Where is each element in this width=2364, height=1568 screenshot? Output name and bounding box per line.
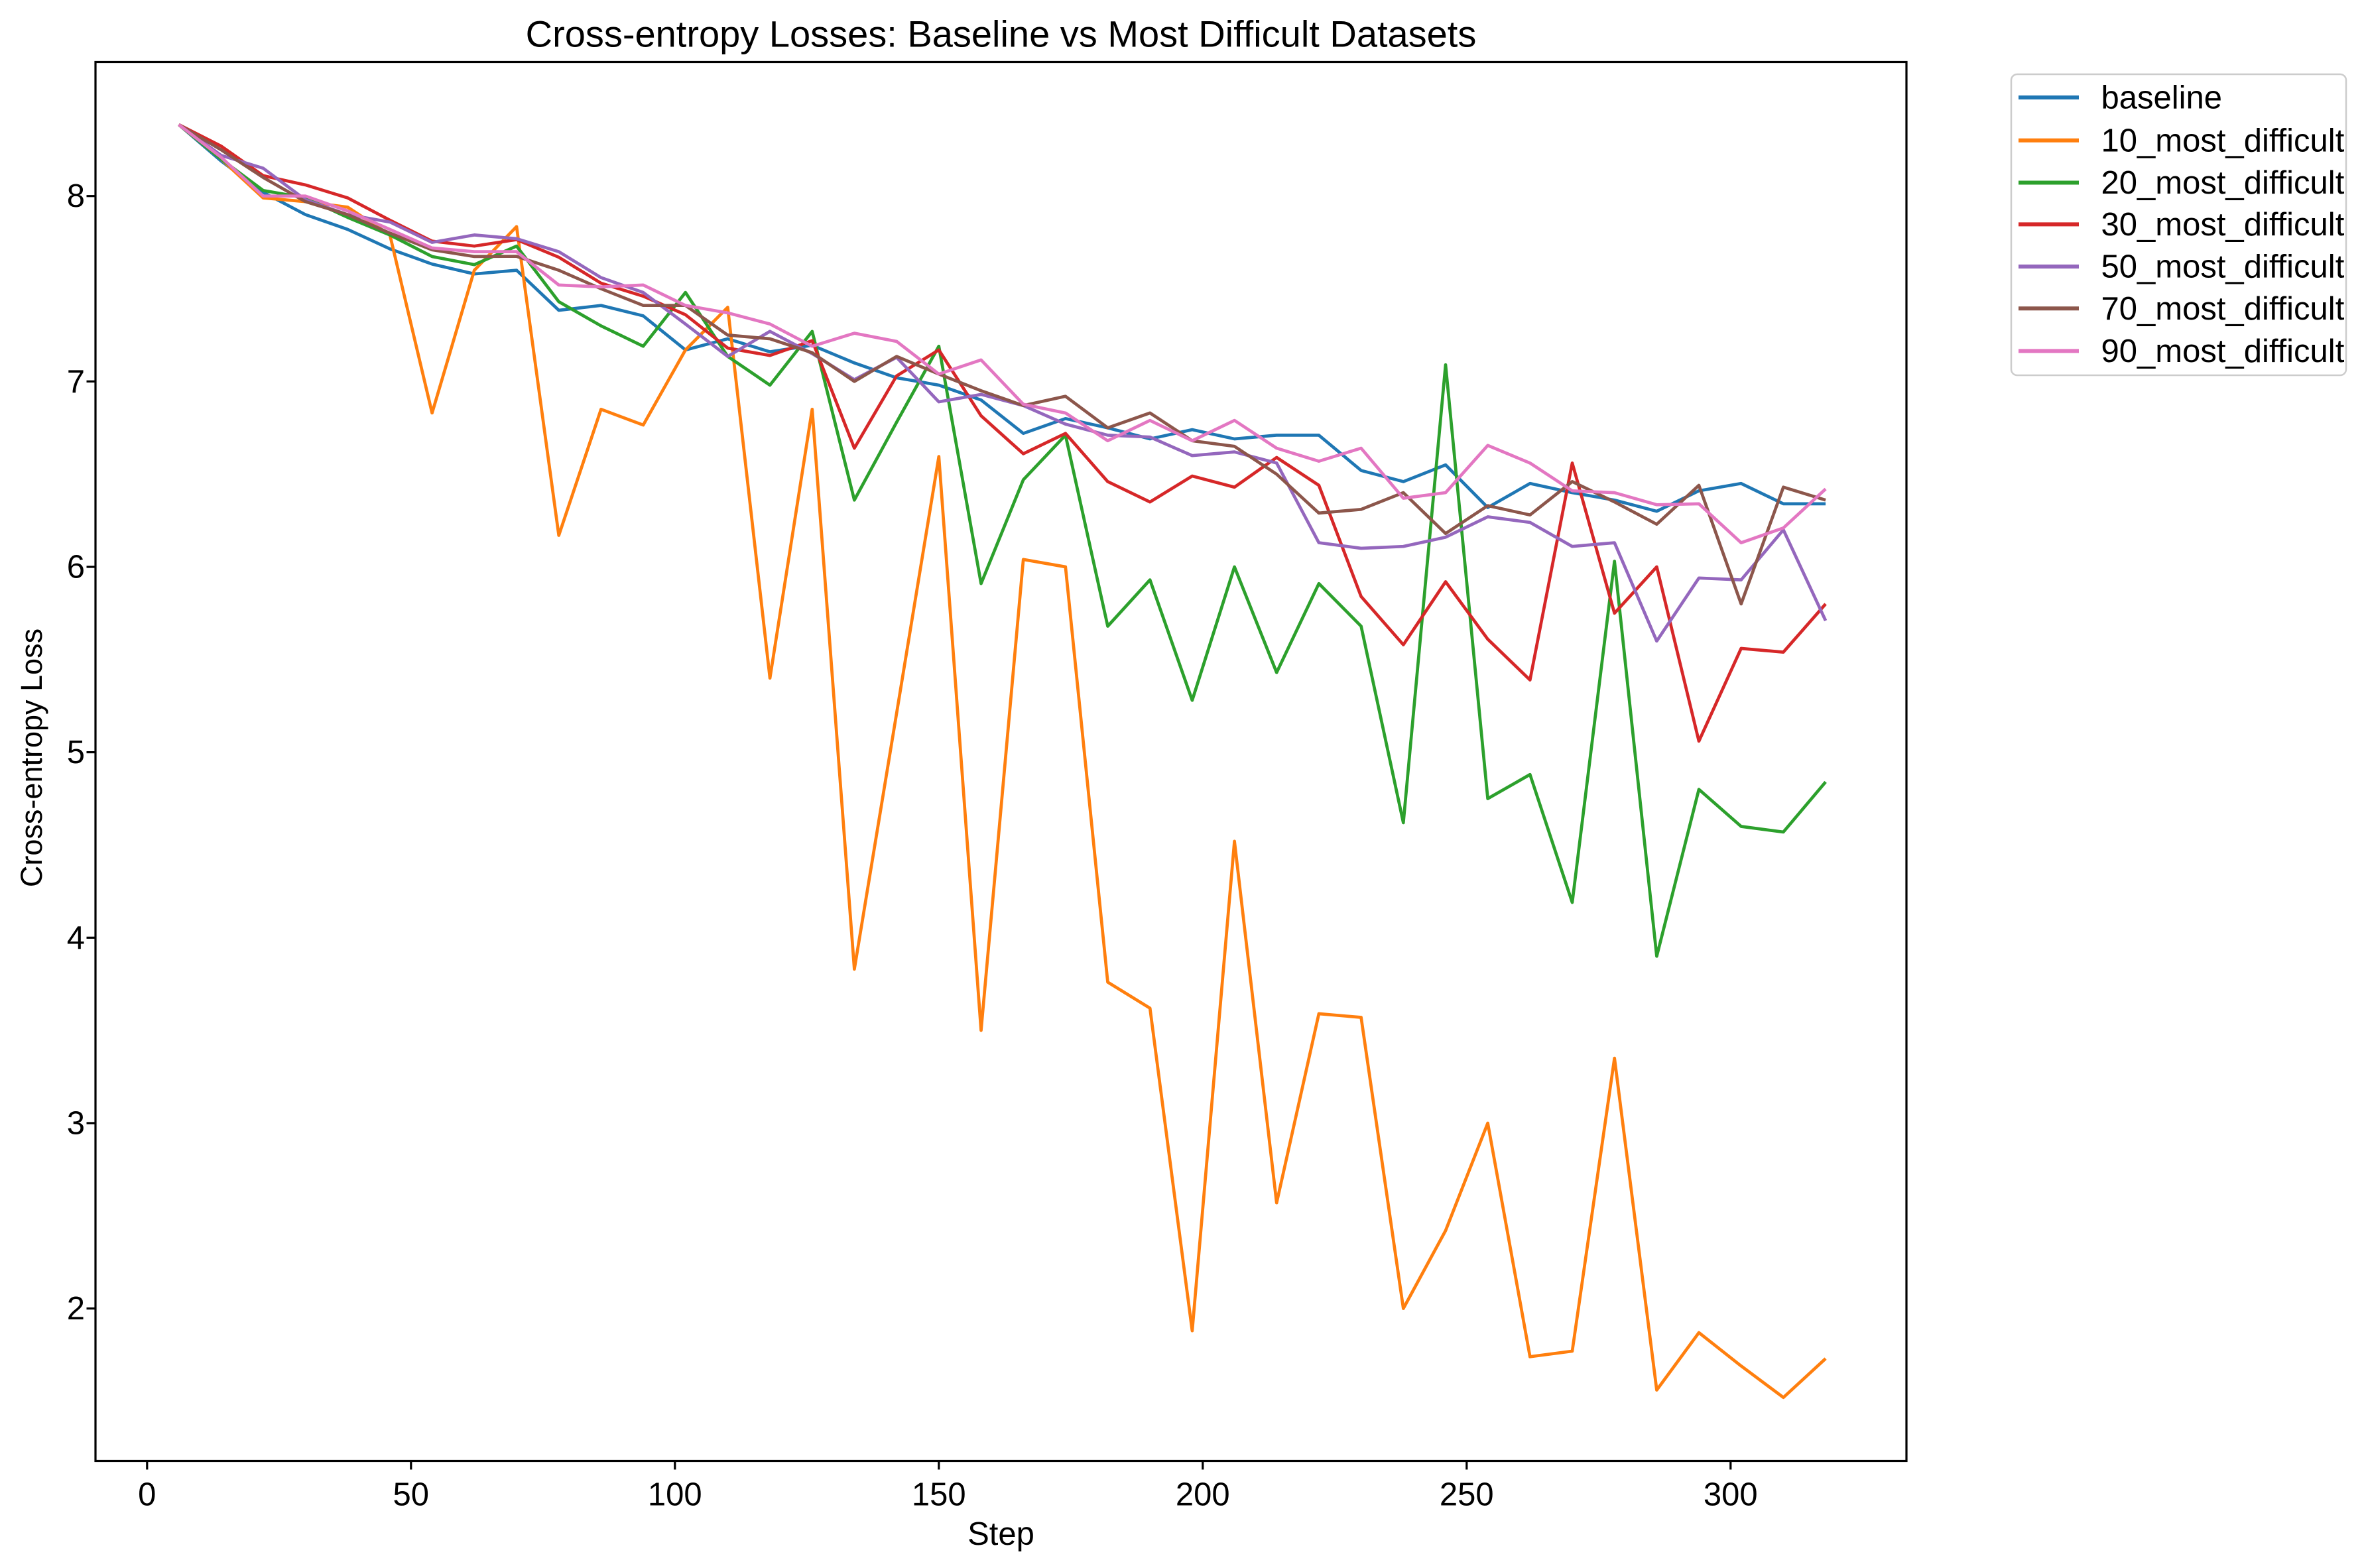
- svg-text:300: 300: [1704, 1477, 1758, 1513]
- svg-text:50: 50: [393, 1477, 430, 1513]
- svg-text:Cross-entropy Loss: Cross-entropy Loss: [15, 629, 48, 887]
- svg-text:250: 250: [1440, 1477, 1494, 1513]
- svg-text:6: 6: [67, 550, 85, 585]
- svg-text:2: 2: [67, 1291, 85, 1327]
- svg-text:8: 8: [67, 178, 85, 214]
- svg-text:90_most_difficult: 90_most_difficult: [2101, 333, 2345, 369]
- svg-text:Step: Step: [967, 1516, 1034, 1552]
- svg-text:70_most_difficult: 70_most_difficult: [2101, 291, 2345, 327]
- svg-text:10_most_difficult: 10_most_difficult: [2101, 123, 2345, 158]
- svg-text:200: 200: [1176, 1477, 1230, 1513]
- svg-text:3: 3: [67, 1106, 85, 1142]
- svg-text:20_most_difficult: 20_most_difficult: [2101, 165, 2345, 201]
- svg-text:100: 100: [648, 1477, 702, 1513]
- svg-text:0: 0: [138, 1477, 156, 1513]
- svg-text:Cross-entropy Losses: Baseline: Cross-entropy Losses: Baseline vs Most D…: [526, 13, 1477, 54]
- svg-text:baseline: baseline: [2101, 80, 2223, 116]
- svg-text:5: 5: [67, 735, 85, 770]
- svg-text:30_most_difficult: 30_most_difficult: [2101, 207, 2345, 243]
- svg-text:150: 150: [912, 1477, 966, 1513]
- svg-text:50_most_difficult: 50_most_difficult: [2101, 249, 2345, 285]
- svg-text:4: 4: [67, 920, 85, 956]
- svg-text:7: 7: [67, 364, 85, 400]
